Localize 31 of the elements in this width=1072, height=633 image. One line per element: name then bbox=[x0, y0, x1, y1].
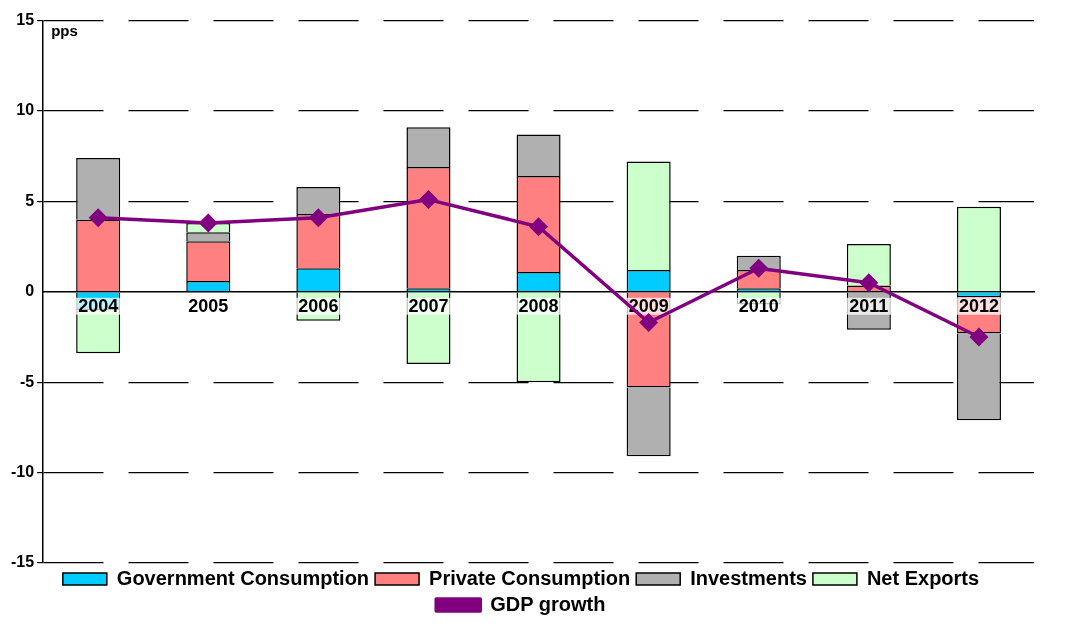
x-tick-label: 2005 bbox=[188, 295, 229, 316]
legend-label: Net Exports bbox=[866, 566, 980, 589]
legend-label: Investments bbox=[690, 566, 807, 589]
x-tick-label: 2007 bbox=[408, 295, 449, 316]
point bbox=[639, 313, 658, 332]
x-tick-label: 2011 bbox=[849, 295, 889, 316]
x-tick-label: 2010 bbox=[738, 295, 779, 316]
x-tick-label: 2009 bbox=[628, 295, 669, 316]
y-tick-label: 5 bbox=[25, 191, 35, 209]
point bbox=[199, 214, 218, 232]
legend-label: Private Consumption bbox=[429, 566, 631, 589]
point bbox=[529, 217, 548, 236]
y-tick-label: 0 bbox=[25, 282, 35, 300]
point bbox=[860, 274, 878, 292]
point bbox=[750, 259, 768, 278]
point bbox=[89, 208, 107, 227]
point bbox=[309, 208, 328, 227]
point bbox=[419, 190, 438, 209]
legend-label: GDP growth bbox=[490, 592, 606, 615]
x-tick-label: 2004 bbox=[78, 295, 119, 316]
y-tick-label: -5 bbox=[19, 372, 35, 390]
y-tick-label: -10 bbox=[11, 463, 35, 481]
legend-label: Government Consumption bbox=[116, 566, 370, 589]
x-tick-label: 2008 bbox=[518, 295, 559, 316]
y-tick-label: 15 bbox=[16, 11, 35, 29]
y-axis-title: pps bbox=[51, 22, 78, 40]
x-tick-label: 2012 bbox=[958, 295, 999, 316]
y-tick-label: -15 bbox=[11, 553, 35, 571]
x-tick-label: 2006 bbox=[298, 295, 339, 316]
y-tick-label: 10 bbox=[16, 101, 35, 119]
point bbox=[970, 328, 988, 346]
